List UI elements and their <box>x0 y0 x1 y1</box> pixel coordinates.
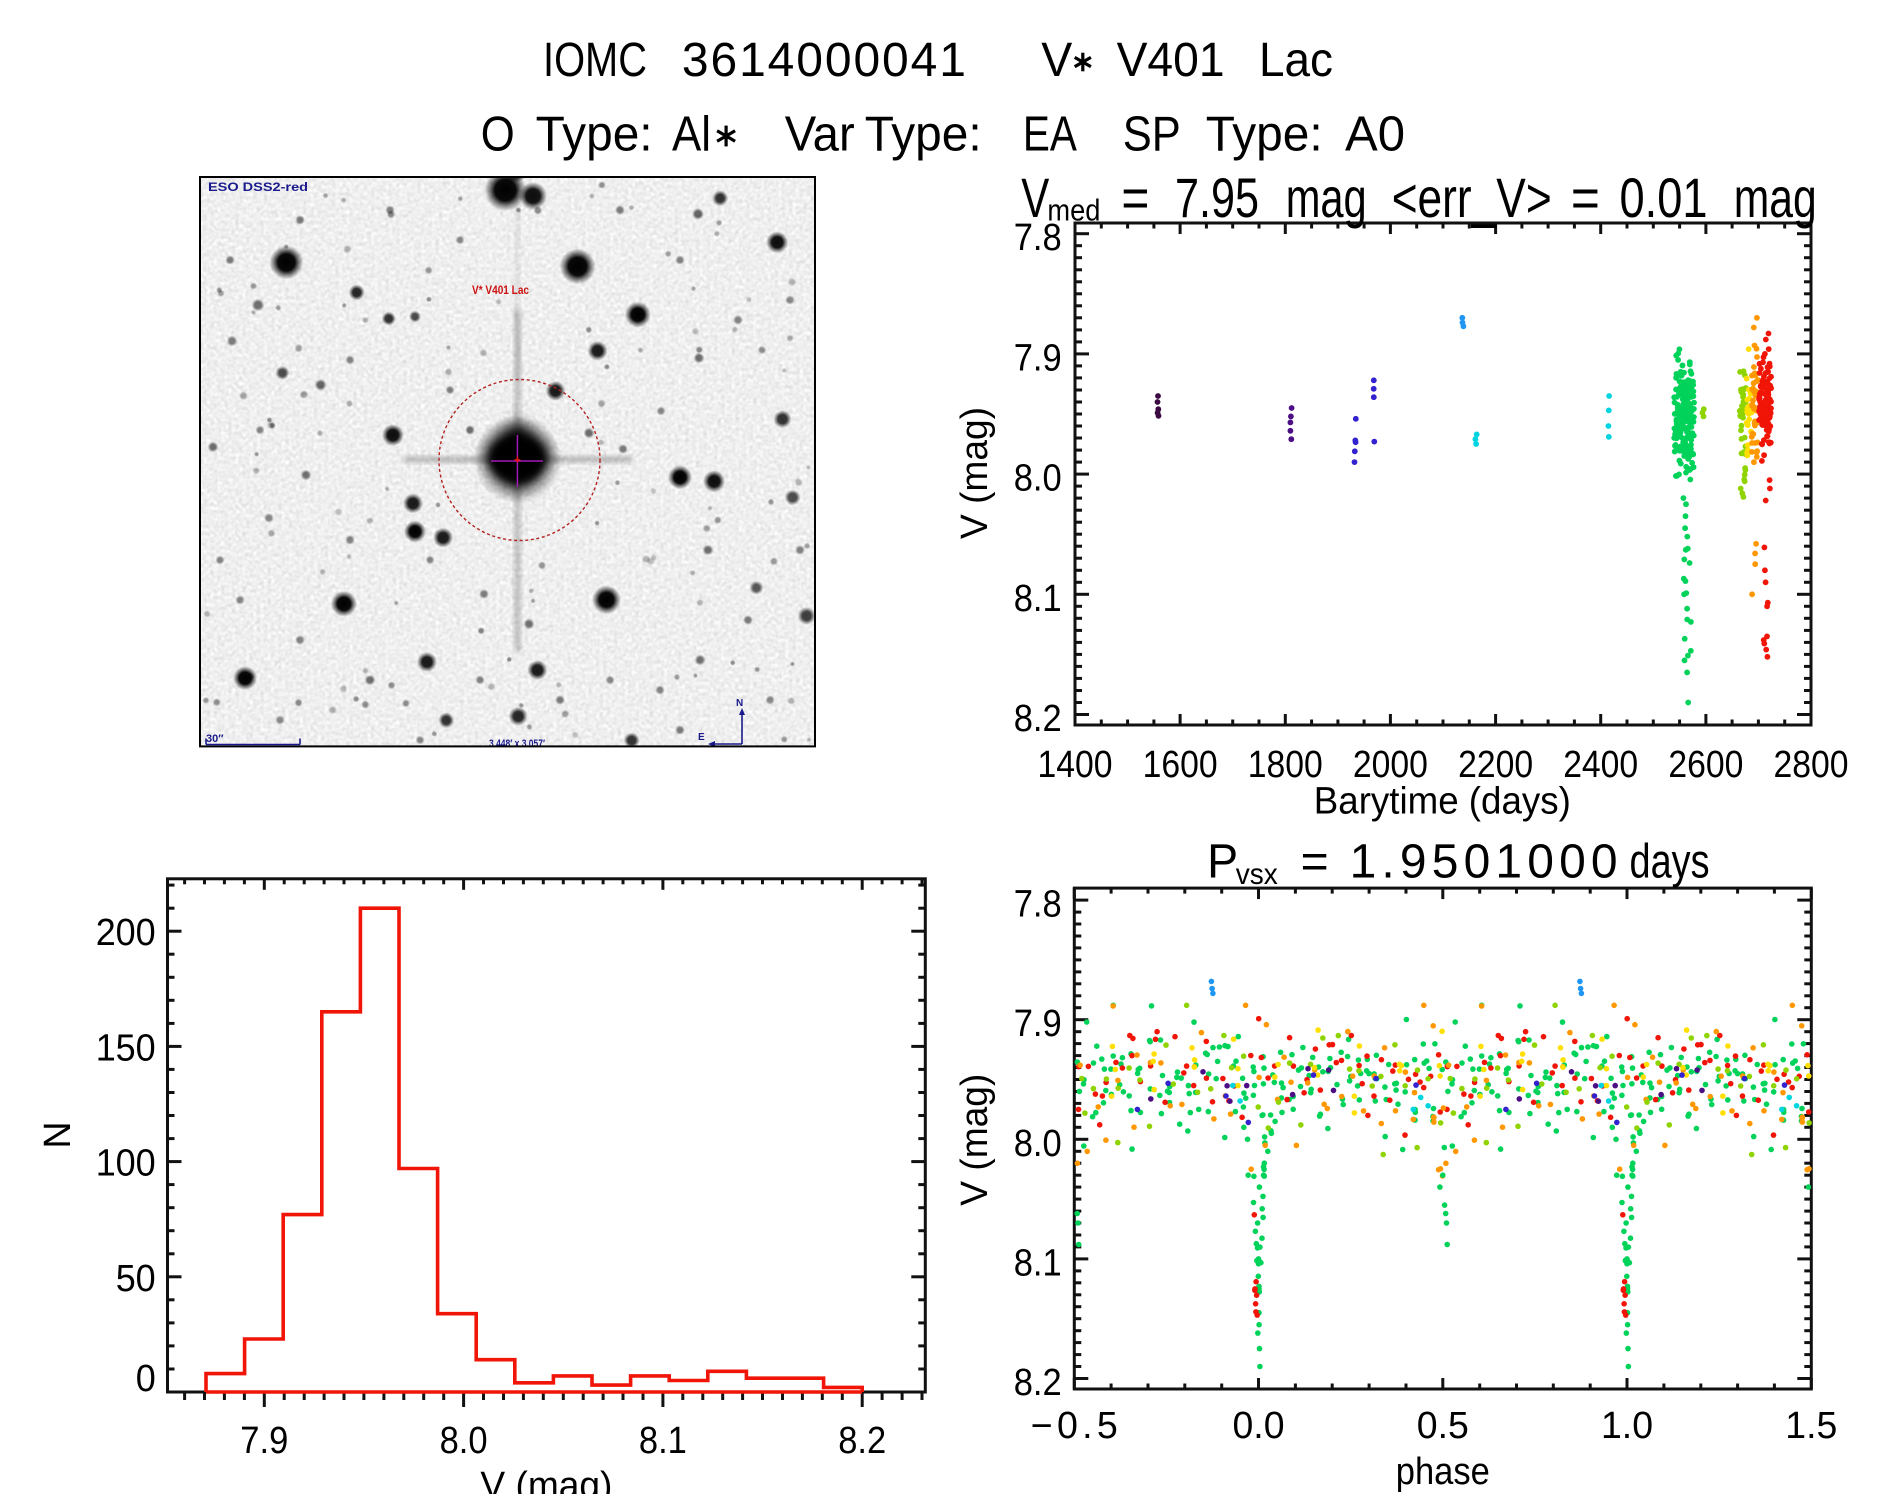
svg-text:7.8: 7.8 <box>1014 883 1062 925</box>
svg-text:7.95: 7.95 <box>1175 166 1259 229</box>
svg-text:2600: 2600 <box>1668 743 1743 785</box>
svg-text:8.2: 8.2 <box>1014 697 1062 739</box>
svg-text:<err_V>: <err_V> <box>1392 166 1552 229</box>
svg-text:Al: Al <box>672 108 711 162</box>
svg-text:V (mag): V (mag) <box>953 407 995 539</box>
svg-text:8.1: 8.1 <box>1014 1241 1062 1283</box>
svg-text:8.0: 8.0 <box>440 1419 488 1461</box>
svg-text:mag: mag <box>1734 166 1817 229</box>
svg-text:−0.5: −0.5 <box>1031 1404 1122 1446</box>
svg-text:Type:: Type: <box>1206 108 1323 162</box>
svg-text:=: = <box>1571 166 1600 229</box>
svg-text:8.2: 8.2 <box>1014 1361 1062 1403</box>
svg-text:1800: 1800 <box>1248 743 1323 785</box>
svg-text:0.0: 0.0 <box>1233 1404 1285 1446</box>
svg-text:2400: 2400 <box>1563 743 1638 785</box>
svg-text:8.1: 8.1 <box>1014 577 1062 619</box>
svg-text:V401: V401 <box>1117 34 1225 87</box>
svg-text:P: P <box>1207 836 1238 889</box>
svg-text:Barytime (days): Barytime (days) <box>1314 779 1571 821</box>
svg-text:7.8: 7.8 <box>1014 216 1062 258</box>
svg-text:0: 0 <box>136 1357 156 1399</box>
svg-text:Type:: Type: <box>536 108 653 162</box>
svg-text:V: V <box>1021 166 1049 229</box>
svg-text:0.01: 0.01 <box>1620 166 1708 229</box>
svg-text:E: E <box>698 732 705 743</box>
svg-text:IOMC: IOMC <box>543 34 647 87</box>
svg-text:7.9: 7.9 <box>1014 1002 1062 1044</box>
svg-text:8.0: 8.0 <box>1014 1122 1062 1164</box>
svg-text:8.1: 8.1 <box>639 1419 687 1461</box>
svg-text:100: 100 <box>96 1142 156 1184</box>
svg-text:2800: 2800 <box>1774 743 1849 785</box>
svg-text:V* V401 Lac: V* V401 Lac <box>472 283 529 297</box>
svg-text:200: 200 <box>96 911 156 953</box>
svg-text:30″: 30″ <box>206 733 224 745</box>
svg-text:1.0: 1.0 <box>1601 1404 1653 1446</box>
svg-text:1.5: 1.5 <box>1785 1404 1837 1446</box>
svg-text:1600: 1600 <box>1143 743 1218 785</box>
svg-text:2000: 2000 <box>1353 743 1428 785</box>
svg-text:3614000041: 3614000041 <box>682 34 968 87</box>
svg-text:Var: Var <box>785 108 855 162</box>
svg-text:V (mag): V (mag) <box>953 1074 995 1206</box>
svg-text:mag: mag <box>1286 166 1367 229</box>
svg-text:ESO DSS2-red: ESO DSS2-red <box>208 182 308 194</box>
svg-text:1400: 1400 <box>1038 743 1113 785</box>
svg-text:7.9: 7.9 <box>240 1419 288 1461</box>
svg-text:=: = <box>1121 166 1149 229</box>
svg-text:A0: A0 <box>1345 108 1405 162</box>
svg-text:2200: 2200 <box>1458 743 1533 785</box>
svg-text:vsx: vsx <box>1236 858 1278 891</box>
svg-text:med: med <box>1047 193 1100 228</box>
svg-text:O: O <box>481 108 515 162</box>
svg-text:N: N <box>36 1121 78 1148</box>
svg-text:8.0: 8.0 <box>1014 457 1062 499</box>
svg-text:=: = <box>1301 836 1329 889</box>
svg-text:0.5: 0.5 <box>1417 1404 1469 1446</box>
svg-text:days: days <box>1630 836 1710 889</box>
svg-text:7.9: 7.9 <box>1014 336 1062 378</box>
svg-text:50: 50 <box>116 1257 156 1299</box>
svg-text:V: V <box>1041 34 1072 87</box>
svg-text:V (mag): V (mag) <box>480 1464 612 1494</box>
svg-text:N: N <box>736 698 743 709</box>
svg-text:Lac: Lac <box>1259 34 1333 87</box>
svg-text:phase: phase <box>1396 1450 1490 1492</box>
svg-text:3.448′ x 3.057′: 3.448′ x 3.057′ <box>489 738 545 750</box>
svg-text:1.9501000: 1.9501000 <box>1350 836 1623 889</box>
svg-text:SP: SP <box>1123 108 1181 162</box>
svg-text:Type:: Type: <box>865 108 982 162</box>
svg-text:EA: EA <box>1023 108 1077 162</box>
svg-text:8.2: 8.2 <box>838 1419 886 1461</box>
svg-text:150: 150 <box>96 1026 156 1068</box>
